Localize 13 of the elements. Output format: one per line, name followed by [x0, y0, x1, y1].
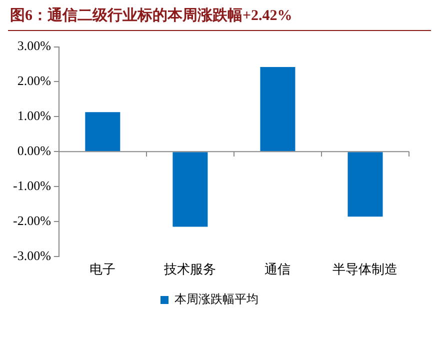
y-tick-label: 2.00% — [17, 73, 52, 88]
chart-title: 图6：通信二级行业标的本周涨跌幅+2.42% — [10, 6, 292, 25]
y-tick-label: 1.00% — [17, 108, 52, 124]
y-tick-label: -2.00% — [12, 212, 52, 228]
x-tick-label: 通信 — [264, 262, 291, 277]
y-tick-label: 0.00% — [17, 143, 52, 158]
y-tick-label: 3.00% — [17, 38, 52, 54]
x-tick-label: 半导体制造 — [332, 262, 398, 277]
y-tick-label: -1.00% — [12, 178, 52, 193]
legend-label: 本周涨跌幅平均 — [174, 292, 258, 306]
x-tick-label: 技术服务 — [163, 262, 216, 277]
y-tick-label: -3.00% — [12, 248, 52, 263]
x-tick-label: 电子 — [90, 262, 116, 277]
